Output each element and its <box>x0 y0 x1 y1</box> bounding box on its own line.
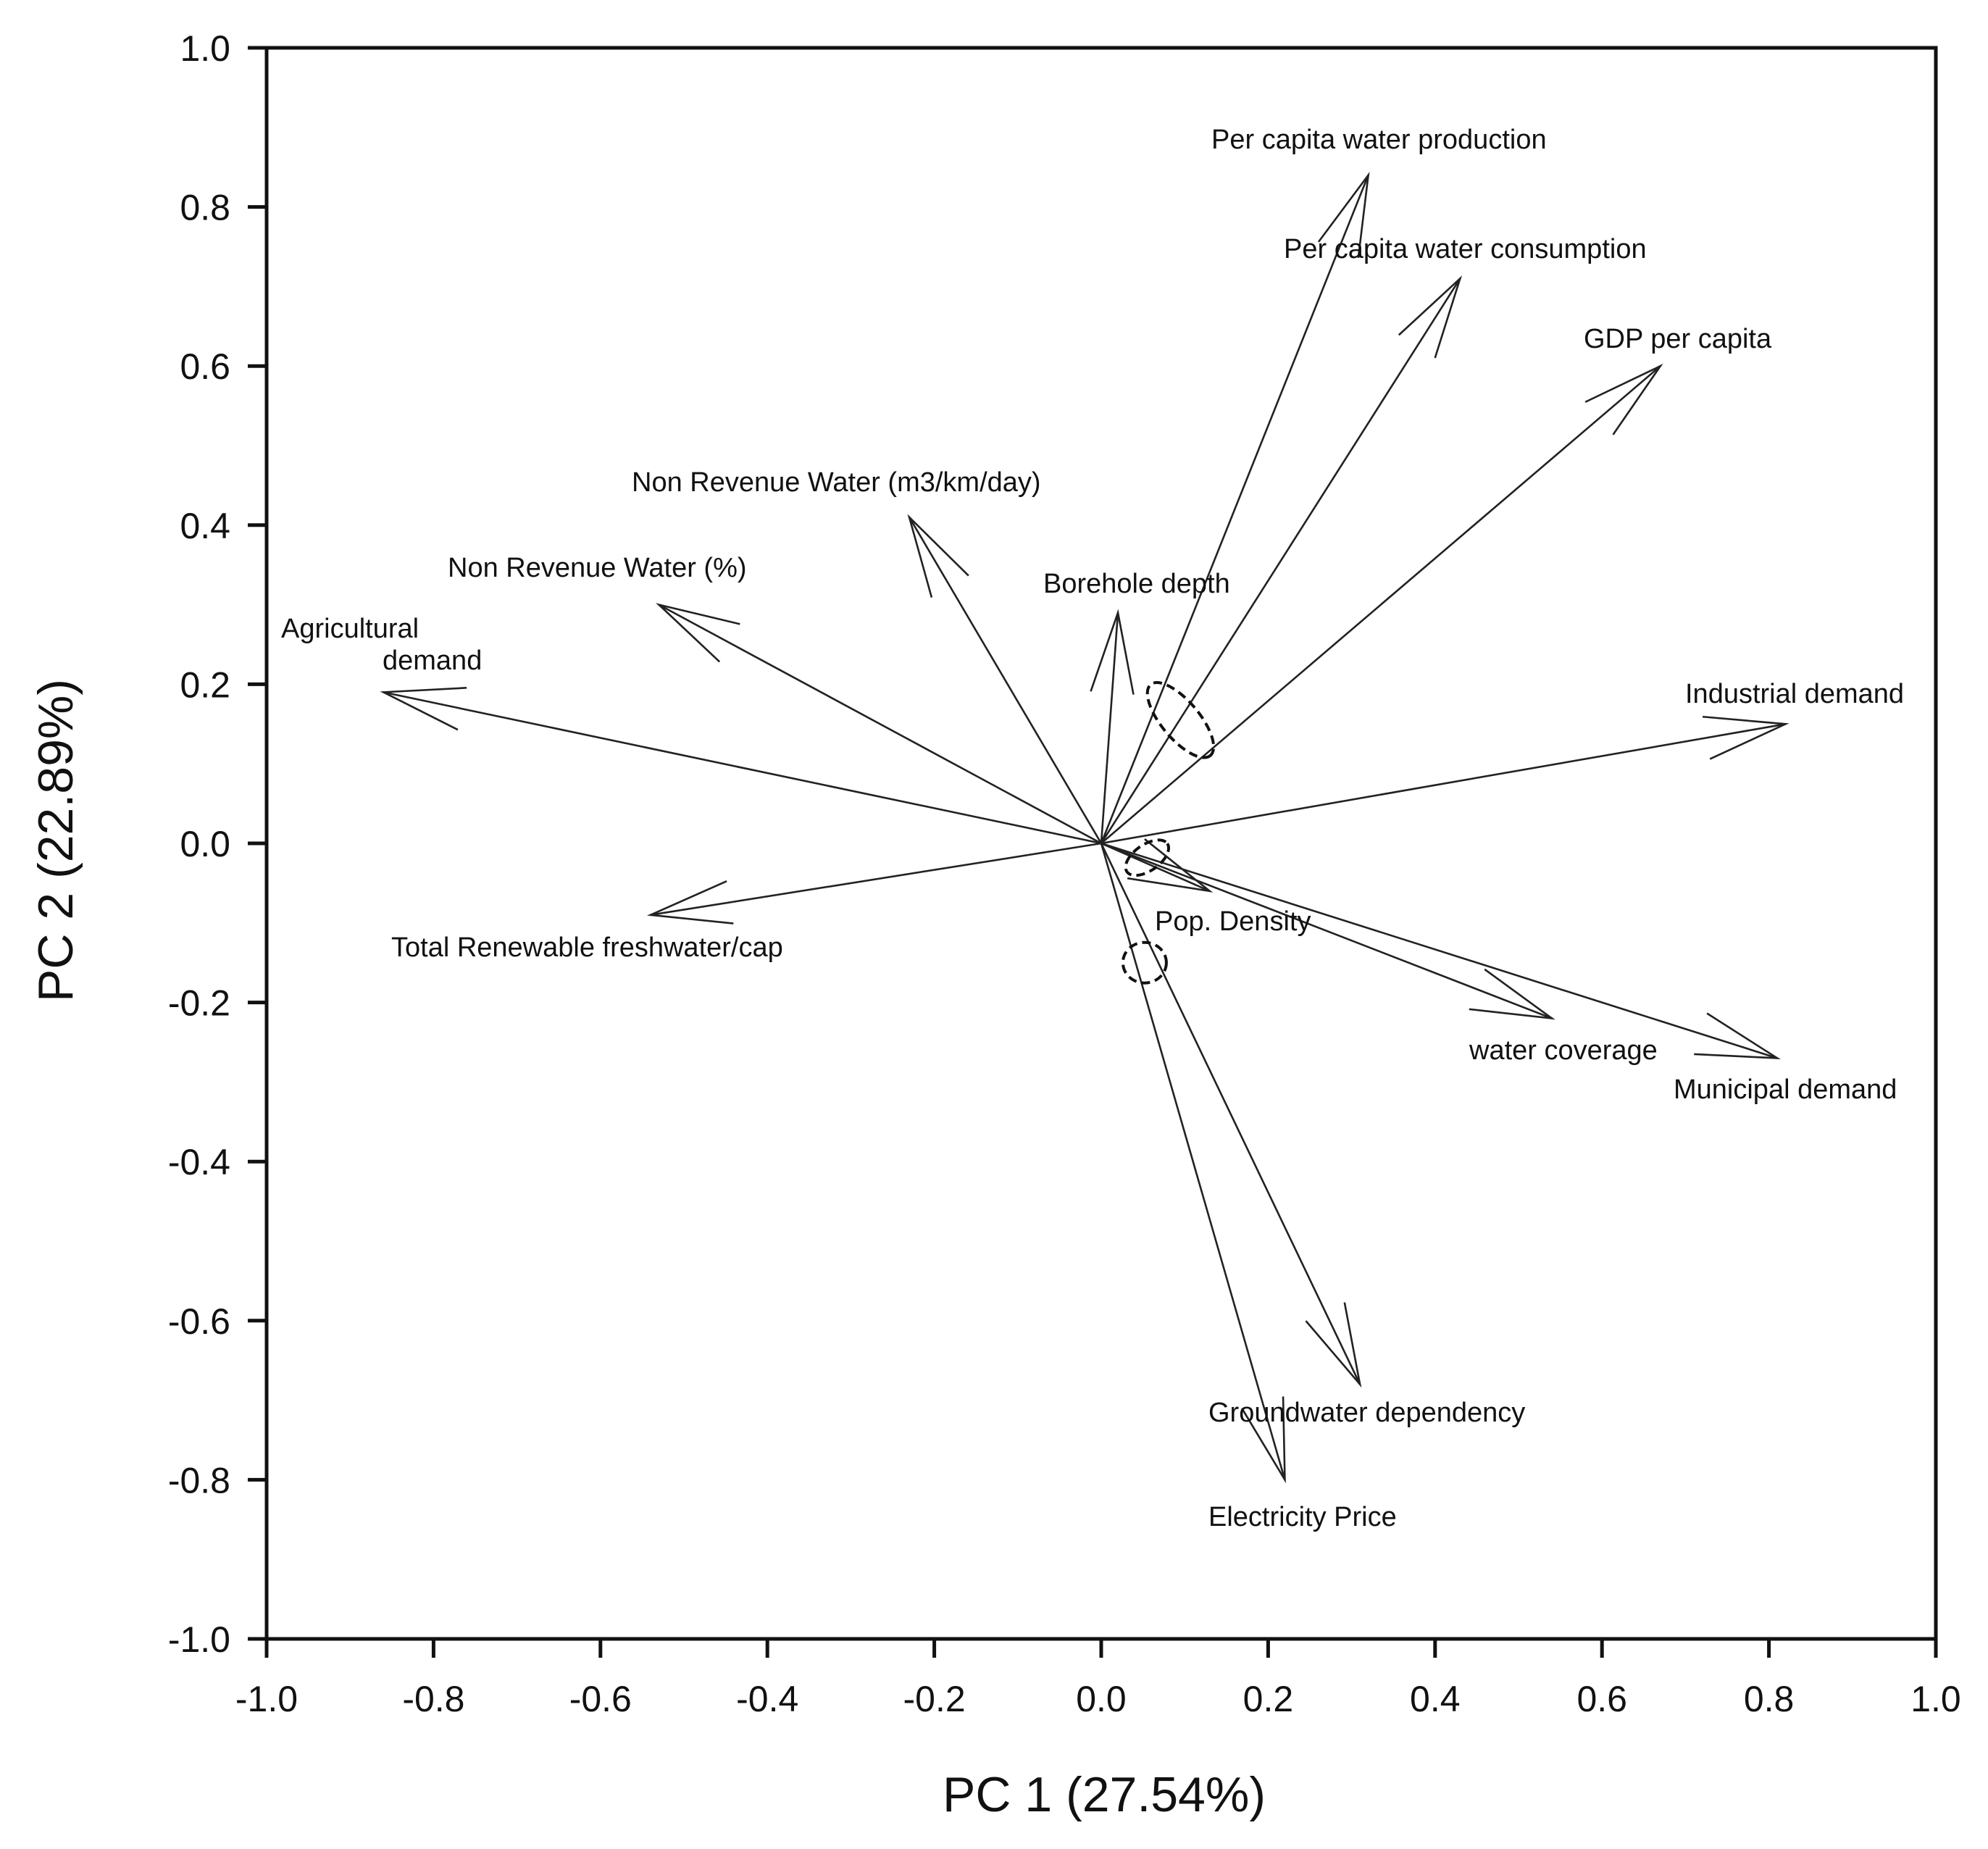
label-total-renewable-freshwater-cap: Total Renewable freshwater/cap <box>391 932 783 963</box>
label-per-capita-water-consumption: Per capita water consumption <box>1284 234 1647 264</box>
vector-line <box>908 517 1103 844</box>
vector-arrowhead <box>1241 1396 1286 1484</box>
vector-borehole-depth <box>1090 609 1135 844</box>
vector-industrial-demand <box>1100 715 1789 845</box>
vector-gdp-per-capita <box>1100 363 1663 844</box>
label-non-revenue-water-m3-km-day: Non Revenue Water (m3/km/day) <box>632 467 1041 498</box>
vector-municipal-demand <box>1100 842 1781 1059</box>
vector-per-capita-water-consumption <box>1100 275 1463 844</box>
x-tick-label: 0.4 <box>1410 1679 1461 1719</box>
y-tick-label: -0.8 <box>168 1460 230 1501</box>
label-water-coverage: water coverage <box>1469 1035 1658 1066</box>
label-gdp-per-capita: GDP per capita <box>1584 324 1772 354</box>
y-tick-label: -1.0 <box>168 1619 230 1660</box>
y-tick-label: 1.0 <box>180 28 230 69</box>
vector-arrowhead <box>646 880 734 924</box>
y-axis-title: PC 2 (22.89%) <box>28 679 83 1002</box>
x-tick-label: -0.2 <box>903 1679 966 1719</box>
y-tick-label: -0.4 <box>168 1142 230 1182</box>
label-pop-density: Pop. Density <box>1155 906 1311 937</box>
vector-line <box>1100 612 1119 844</box>
vector-per-capita-water-production <box>1100 171 1370 844</box>
vector-arrowhead <box>1694 1012 1781 1059</box>
vector-arrowhead <box>1127 838 1214 893</box>
vector-arrowhead <box>1305 1302 1362 1388</box>
vector-arrowhead <box>907 514 969 598</box>
grouping-ellipse <box>1145 681 1216 759</box>
vector-electricity-price <box>1100 843 1286 1484</box>
y-tick-label: 0.6 <box>180 346 230 387</box>
label-electricity-price: Electricity Price <box>1208 1502 1397 1532</box>
y-tick-label: 0.4 <box>180 506 230 546</box>
y-tick-label: 0.8 <box>180 188 230 228</box>
vector-line <box>1100 175 1369 844</box>
vector-arrowhead <box>1398 275 1463 359</box>
x-axis-title: PC 1 (27.54%) <box>943 1767 1266 1822</box>
x-tick-label: -0.8 <box>402 1679 464 1719</box>
loading-vectors <box>380 171 1789 1484</box>
grouping-ellipse <box>1124 838 1171 877</box>
x-tick-label: 0.2 <box>1243 1679 1294 1719</box>
label-groundwater-dependency: Groundwater dependency <box>1208 1398 1525 1428</box>
vector-line <box>1100 277 1461 844</box>
vector-arrowhead <box>1584 363 1663 435</box>
vector-arrowhead <box>1317 171 1370 259</box>
label-borehole-depth: Borehole depth <box>1043 569 1230 599</box>
x-tick-label: -1.0 <box>235 1679 298 1719</box>
vector-line <box>383 691 1102 845</box>
vector-non-revenue-water-m3-km-day <box>907 514 1103 844</box>
x-tick-label: 0.0 <box>1076 1679 1127 1719</box>
vector-non-revenue-water <box>655 603 1102 845</box>
grouping-ellipse <box>1121 940 1168 985</box>
vector-labels: Per capita water production Per capita wa… <box>281 125 1904 1532</box>
vector-line <box>650 842 1102 917</box>
y-tick-label: -0.6 <box>168 1301 230 1342</box>
vector-line <box>1100 843 1286 1480</box>
y-tick-label: 0.2 <box>180 664 230 705</box>
vector-arrowhead <box>1090 609 1135 695</box>
vector-agricultural-demand <box>380 687 1102 845</box>
label-industrial-demand: Industrial demand <box>1685 679 1904 709</box>
x-tick-label: -0.4 <box>736 1679 798 1719</box>
x-tick-label: -0.6 <box>569 1679 632 1719</box>
vector-total-renewable-freshwater-cap <box>646 842 1102 924</box>
label-municipal-demand: Municipal demand <box>1674 1074 1897 1105</box>
vector-arrowhead <box>1702 715 1789 760</box>
y-tick-label: -0.2 <box>168 983 230 1024</box>
vector-water-coverage <box>1100 842 1555 1020</box>
vector-groundwater-dependency <box>1100 843 1362 1388</box>
axes: -1.0 -0.8 -0.6 -0.4 -0.2 0.0 0.2 0.4 0.6 0.8 1.0 1.… <box>168 28 1961 1719</box>
vector-arrowhead <box>655 603 740 663</box>
vector-line <box>1100 723 1786 845</box>
vector-line <box>1100 365 1661 844</box>
vector-arrowhead <box>1469 968 1555 1020</box>
vector-line <box>1100 842 1778 1059</box>
label-agricultural-demand: Agricultural demand <box>281 614 482 676</box>
x-tick-label: 0.8 <box>1744 1679 1795 1719</box>
x-tick-label: 1.0 <box>1910 1679 1961 1719</box>
y-tick-label: 0.0 <box>180 824 230 864</box>
label-per-capita-water-production: Per capita water production <box>1211 125 1547 155</box>
label-non-revenue-water: Non Revenue Water (%) <box>448 553 747 583</box>
vector-line <box>1100 843 1361 1385</box>
vector-arrowhead <box>380 687 467 731</box>
vector-line <box>658 604 1102 845</box>
grouping-ellipses <box>1121 681 1216 985</box>
x-tick-label: 0.6 <box>1576 1679 1627 1719</box>
vector-line <box>1100 842 1553 1019</box>
